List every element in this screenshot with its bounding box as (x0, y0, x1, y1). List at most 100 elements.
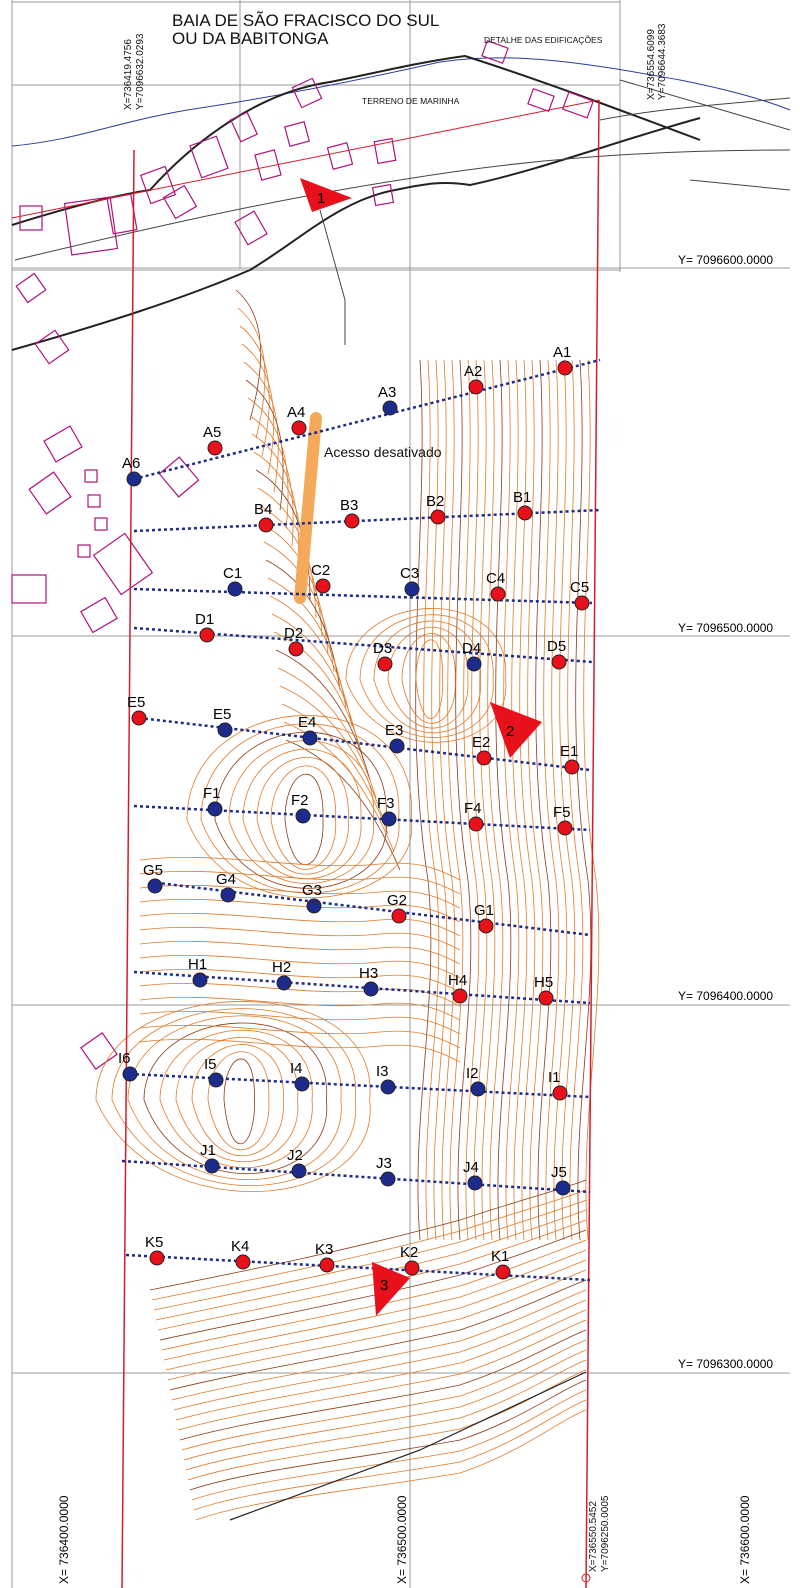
buildings (11, 39, 595, 1070)
survey-point-e3: E3 (385, 722, 405, 754)
contour-line (161, 1239, 587, 1351)
survey-point-label: D5 (547, 638, 566, 655)
survey-point-label: A3 (378, 384, 396, 401)
view-markers: 1 2 3 (300, 178, 542, 1316)
survey-point-d1: D1 (195, 611, 215, 643)
transect-line-5 (138, 716, 591, 772)
contour-line (503, 359, 520, 1241)
survey-point-h1: H1 (188, 956, 208, 988)
survey-point-e5: E5 (127, 694, 147, 726)
survey-point-marker (404, 1260, 420, 1276)
survey-point-marker (204, 1158, 220, 1174)
grid-label-y-7096400: Y= 7096400.0000 (678, 989, 773, 1003)
contour-loop (387, 626, 469, 729)
survey-point-marker (467, 1175, 483, 1191)
contour-line (447, 359, 464, 1241)
survey-point-label: B1 (513, 489, 531, 506)
map-title-line2: OU DA BABITONGA (172, 29, 329, 48)
survey-point-label: E3 (385, 722, 403, 739)
contour-loop (228, 740, 374, 884)
survey-point-marker (315, 578, 331, 594)
contour-line (177, 1319, 587, 1431)
survey-point-marker (466, 656, 482, 672)
survey-point-j1: J1 (200, 1142, 220, 1174)
contour-line (165, 1259, 587, 1371)
contour-line (487, 359, 504, 1241)
survey-point-marker (452, 988, 468, 1004)
survey-point-label: H3 (359, 965, 378, 982)
contour-line (139, 954, 461, 979)
contour-loop (111, 1008, 357, 1186)
survey-point-label: D2 (284, 625, 303, 642)
contour-line (583, 359, 600, 1241)
survey-point-label: H1 (188, 956, 207, 973)
survey-point-marker (517, 505, 533, 521)
contour-line (179, 1329, 587, 1441)
survey-point-label: K5 (145, 1234, 163, 1251)
contour-line (237, 307, 266, 439)
survey-point-i6: I6 (118, 1050, 138, 1082)
contour-line (279, 685, 383, 817)
survey-point-marker (344, 513, 360, 529)
contour-line (175, 1309, 587, 1421)
contour-line (139, 968, 461, 993)
survey-point-marker (149, 1250, 165, 1266)
survey-point-marker (288, 641, 304, 657)
survey-point-marker (276, 975, 292, 991)
survey-point-g3: G3 (302, 882, 322, 914)
corner-v5-x: X=736419.4756 (123, 39, 134, 110)
grid-label-y-7096600: Y= 7096600.0000 (678, 253, 773, 267)
survey-point-marker (122, 1066, 138, 1082)
contour-line (243, 361, 279, 493)
contour-line (163, 1249, 587, 1361)
contour-loop (223, 1058, 255, 1145)
survey-point-label: B4 (254, 501, 272, 518)
contour-line (139, 898, 461, 923)
contour-line (139, 1010, 461, 1035)
survey-point-marker (490, 586, 506, 602)
survey-point-label: C5 (570, 579, 589, 596)
contour-line (139, 996, 461, 1021)
survey-point-label: F1 (203, 785, 221, 802)
view-marker-2: 2 (490, 702, 542, 758)
grid-label-x-736400: X= 736400.0000 (57, 1495, 71, 1584)
transect-line-10 (121, 1159, 591, 1194)
survey-point-marker (557, 820, 573, 836)
survey-point-i2: I2 (466, 1065, 486, 1097)
survey-point-i1: I1 (548, 1069, 568, 1101)
survey-point-f3: F3 (377, 795, 397, 827)
survey-point-label: A6 (122, 455, 140, 472)
terrain-edge (229, 1371, 587, 1521)
contour-line (139, 982, 461, 1007)
survey-point-h5: H5 (534, 974, 554, 1006)
survey-point-marker (430, 509, 446, 525)
survey-point-label: E4 (298, 714, 316, 731)
contour-line (415, 359, 432, 1241)
survey-point-label: I4 (290, 1060, 303, 1077)
contour-line (277, 667, 377, 799)
survey-point-marker (131, 710, 147, 726)
survey-point-d3: D3 (373, 640, 393, 672)
survey-point-marker (557, 360, 573, 376)
survey-point-label: K4 (231, 1238, 249, 1255)
survey-point-label: H2 (272, 959, 291, 976)
contour-lines (95, 289, 600, 1521)
grid-label-y-7096500: Y= 7096500.0000 (678, 621, 773, 635)
transect-line-3 (133, 587, 593, 605)
contour-line (575, 359, 592, 1241)
corner-v6-y: Y=7096644.3683 (657, 23, 668, 100)
survey-point-label: G2 (387, 892, 407, 909)
contour-line (535, 359, 552, 1241)
contour-line (269, 595, 353, 727)
survey-point-marker (147, 878, 163, 894)
survey-point-label: E2 (472, 734, 490, 751)
contour-line (283, 721, 395, 853)
survey-point-marker (391, 908, 407, 924)
survey-point-marker (382, 400, 398, 416)
survey-point-i4: I4 (290, 1060, 310, 1092)
contour-line (273, 631, 365, 763)
contour-line (153, 1199, 587, 1311)
building-detail-label: DETALHE DAS EDIFICAÇÕES (484, 35, 603, 45)
survey-point-d4: D4 (462, 640, 482, 672)
survey-point-j4: J4 (463, 1159, 483, 1191)
